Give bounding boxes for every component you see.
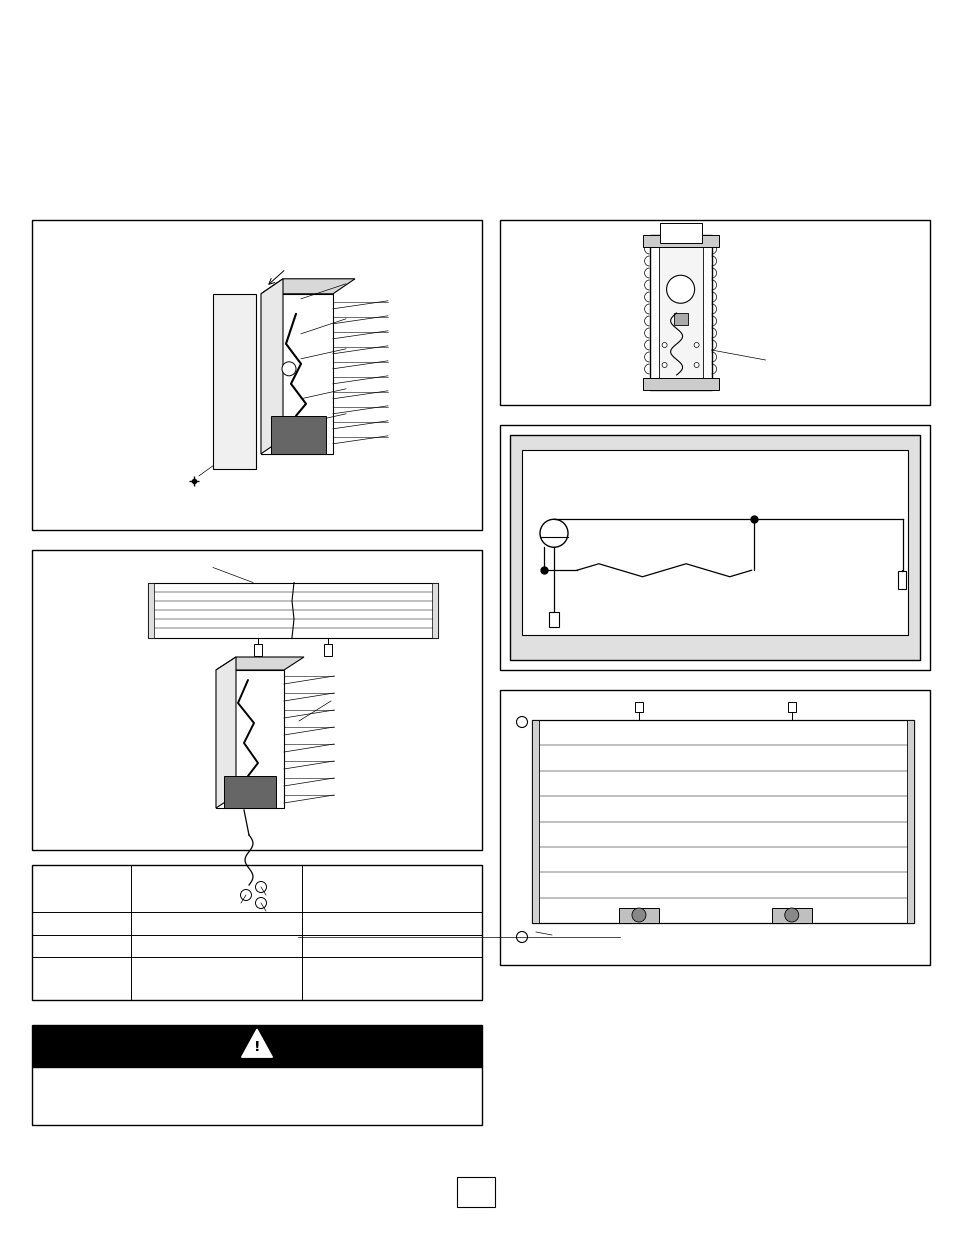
Bar — [548, 613, 558, 627]
Bar — [224, 776, 275, 808]
Bar — [432, 583, 437, 637]
Bar — [787, 701, 795, 713]
Bar — [673, 312, 687, 325]
Polygon shape — [241, 1029, 273, 1057]
Bar — [897, 571, 905, 589]
Bar — [499, 690, 929, 965]
Bar — [32, 220, 481, 530]
Bar — [32, 550, 481, 850]
Circle shape — [694, 363, 699, 368]
Bar — [148, 583, 153, 637]
Circle shape — [661, 363, 666, 368]
Bar — [271, 416, 326, 453]
Circle shape — [240, 889, 252, 900]
Polygon shape — [771, 908, 811, 923]
Circle shape — [516, 931, 527, 942]
Circle shape — [516, 716, 527, 727]
Bar — [32, 864, 481, 1000]
Circle shape — [539, 519, 567, 547]
Bar — [215, 671, 284, 808]
Polygon shape — [261, 279, 355, 294]
Bar — [906, 720, 913, 923]
Circle shape — [631, 908, 645, 923]
Bar — [499, 425, 929, 671]
Bar — [532, 720, 913, 923]
Bar — [635, 701, 642, 713]
Bar — [32, 1025, 481, 1067]
Circle shape — [255, 898, 266, 909]
Circle shape — [255, 882, 266, 893]
Polygon shape — [618, 908, 659, 923]
Bar — [521, 450, 907, 635]
Bar — [324, 643, 332, 656]
Circle shape — [666, 275, 694, 304]
Bar — [32, 1067, 481, 1125]
Bar — [253, 643, 262, 656]
Bar — [510, 435, 919, 659]
Bar — [659, 224, 700, 243]
Polygon shape — [642, 378, 718, 390]
Polygon shape — [261, 279, 283, 453]
Polygon shape — [642, 235, 718, 247]
Polygon shape — [215, 657, 304, 671]
Text: !: ! — [253, 1040, 260, 1055]
Bar — [499, 220, 929, 405]
Bar — [649, 235, 711, 390]
Circle shape — [282, 362, 295, 375]
Circle shape — [784, 908, 798, 923]
Bar — [148, 583, 437, 637]
Bar — [456, 1177, 495, 1207]
Polygon shape — [213, 294, 255, 469]
Bar — [261, 294, 333, 453]
Circle shape — [661, 342, 666, 347]
Bar — [532, 720, 538, 923]
Bar — [658, 240, 701, 385]
Polygon shape — [215, 657, 235, 808]
Circle shape — [694, 342, 699, 347]
